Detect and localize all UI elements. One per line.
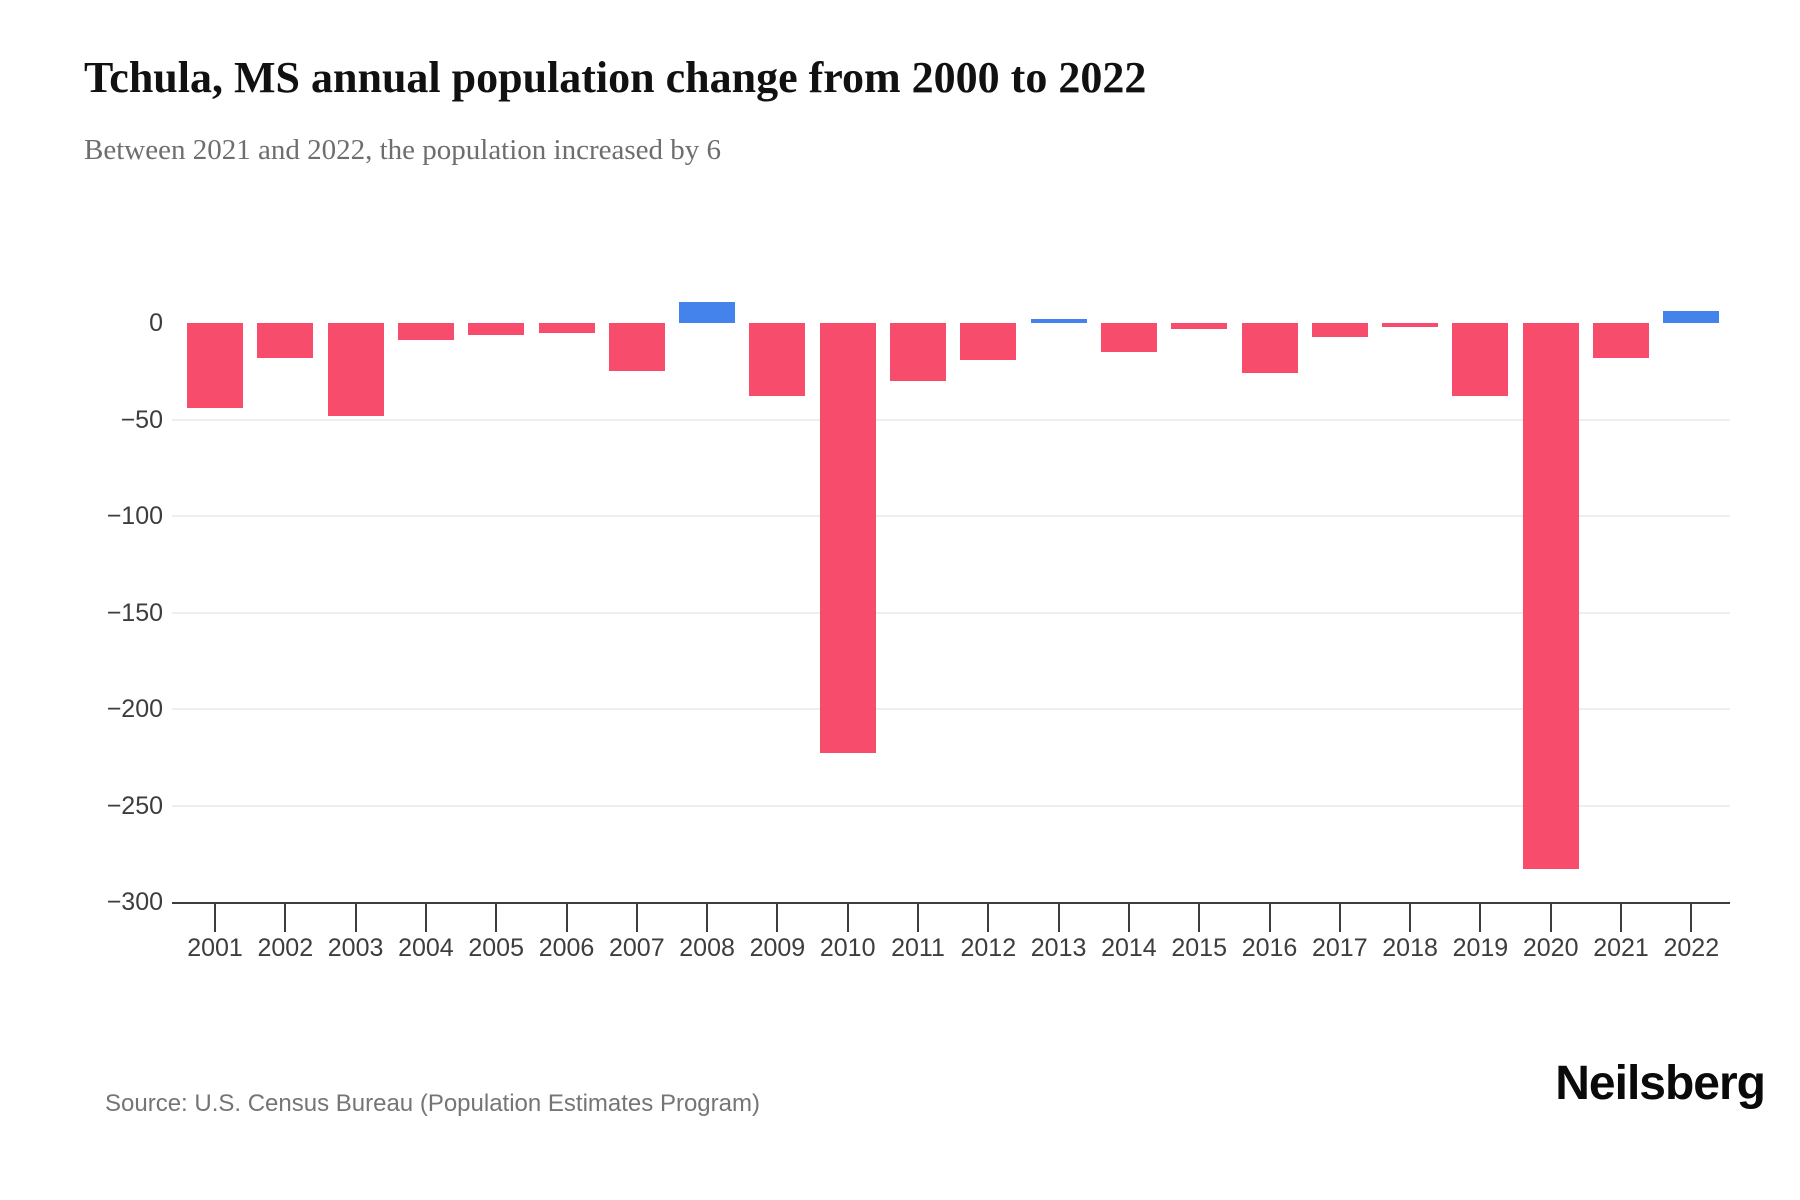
x-axis-year-label: 2006	[538, 934, 595, 962]
gridline--150	[172, 611, 1730, 614]
x-axis-year-label: 2012	[960, 934, 1017, 962]
x-axis-tick	[706, 904, 709, 932]
x-axis-year-label: 2013	[1030, 934, 1087, 962]
gridline--250	[172, 804, 1730, 807]
x-axis-year-label: 2007	[608, 934, 665, 962]
gridline--50	[172, 418, 1730, 421]
brand-logo: Neilsberg	[1555, 1057, 1766, 1110]
y-axis-tick-label: −200	[106, 695, 163, 723]
bar-2011	[890, 323, 946, 381]
bar-2006	[538, 323, 595, 333]
x-axis-year-label: 2008	[679, 934, 735, 962]
source-note: Source: U.S. Census Bureau (Population E…	[105, 1090, 760, 1117]
x-axis-year-label: 2005	[468, 934, 524, 962]
x-axis-year-label: 2009	[749, 934, 806, 962]
x-axis-year-label: 2020	[1522, 934, 1579, 962]
bar-2017	[1311, 323, 1368, 337]
bar-2016	[1241, 323, 1298, 374]
x-axis-year-label: 2015	[1171, 934, 1227, 962]
x-axis-line	[172, 902, 1730, 904]
x-axis-tick	[354, 904, 357, 932]
x-axis-tick	[1268, 904, 1271, 932]
bar-2003	[327, 323, 384, 416]
x-axis-year-label: 2017	[1311, 934, 1368, 962]
x-axis-tick	[1198, 904, 1201, 932]
bar-2008	[679, 301, 736, 323]
x-axis-tick	[987, 904, 990, 932]
y-axis-tick-label: −50	[120, 405, 163, 434]
x-axis-year-label: 2014	[1101, 934, 1157, 962]
x-axis-year-label: 2010	[819, 934, 876, 962]
x-axis-tick	[1409, 904, 1412, 932]
y-axis-tick-label: −300	[106, 888, 163, 916]
x-axis-tick	[917, 904, 919, 932]
bar-2015	[1171, 323, 1228, 329]
bar-2020	[1522, 323, 1579, 870]
bar-2002	[257, 323, 314, 358]
x-axis-year-label: 2016	[1241, 934, 1298, 962]
x-axis-tick	[284, 904, 287, 932]
chart-title: Tchula, MS annual population change from…	[84, 53, 1147, 102]
x-axis-tick	[565, 904, 568, 932]
y-axis-tick-label: 0	[149, 309, 163, 337]
gridline--200	[172, 708, 1730, 710]
bar-2010	[819, 323, 876, 754]
x-axis-tick	[1620, 904, 1622, 932]
x-axis-tick	[214, 904, 216, 932]
x-axis-year-label: 2018	[1382, 934, 1438, 962]
x-axis-year-label: 2022	[1663, 934, 1720, 962]
bar-2012	[960, 323, 1017, 360]
x-axis-tick	[1338, 904, 1341, 932]
bar-2019	[1452, 323, 1509, 397]
bar-2018	[1382, 323, 1439, 327]
bar-2001	[187, 323, 243, 408]
bar-2009	[749, 323, 806, 397]
x-axis-tick	[424, 904, 427, 932]
x-axis-year-label: 2003	[327, 934, 384, 962]
gridline--100	[172, 515, 1730, 517]
x-axis-tick	[1057, 904, 1060, 932]
y-axis-tick-label: −150	[106, 598, 163, 627]
y-axis-tick-label: −100	[106, 502, 163, 530]
bar-2007	[608, 323, 665, 372]
x-axis-tick	[1549, 904, 1552, 932]
chart-subtitle: Between 2021 and 2022, the population in…	[84, 134, 722, 166]
x-axis-tick	[635, 904, 638, 932]
bar-2014	[1100, 323, 1157, 352]
bar-2022	[1663, 311, 1720, 323]
x-axis-year-label: 2011	[891, 934, 945, 962]
x-axis-tick	[1690, 904, 1693, 932]
x-axis-tick	[776, 904, 779, 932]
x-axis-tick	[1479, 904, 1482, 932]
bar-2013	[1030, 319, 1087, 323]
x-axis-year-label: 2004	[398, 934, 454, 962]
x-axis-tick	[846, 904, 849, 932]
y-axis-tick-label: −250	[106, 791, 163, 820]
bar-2004	[397, 323, 454, 341]
x-axis-tick	[495, 904, 498, 932]
x-axis-year-label: 2002	[257, 934, 314, 962]
x-axis-tick	[1127, 904, 1130, 932]
bar-2021	[1593, 323, 1649, 358]
x-axis-year-label: 2001	[187, 934, 243, 962]
x-axis-year-label: 2019	[1452, 934, 1509, 962]
bar-2005	[468, 323, 525, 335]
x-axis-year-label: 2021	[1593, 934, 1649, 962]
